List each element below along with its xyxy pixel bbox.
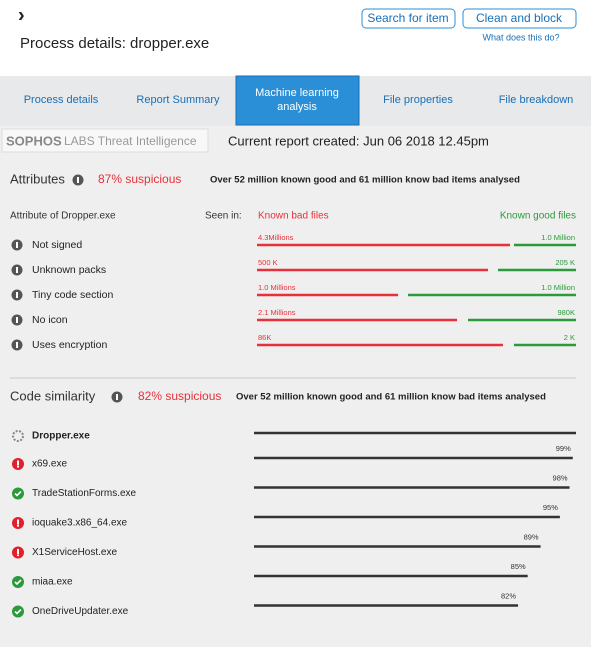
- clean-icon-check: [14, 490, 22, 497]
- info-icon-mark: [16, 267, 18, 273]
- bad-count: 4.3Millions: [258, 233, 294, 242]
- similarity-label: 95%: [543, 503, 558, 512]
- tab-label[interactable]: Report Summary: [136, 94, 220, 106]
- tab-label[interactable]: File properties: [383, 94, 453, 106]
- info-icon-mark: [16, 342, 18, 348]
- attribute-name: Unknown packs: [32, 264, 106, 276]
- good-count: 205 K: [555, 258, 575, 267]
- info-icon-mark: [16, 292, 18, 298]
- active-tab[interactable]: [235, 75, 360, 126]
- attribute-name: Uses encryption: [32, 339, 107, 351]
- item-name: X1ServiceHost.exe: [32, 547, 117, 558]
- item-name: miaa.exe: [32, 577, 73, 588]
- info-icon-mark: [16, 317, 18, 323]
- reference-name: Dropper.exe: [32, 431, 90, 442]
- malicious-icon-mark: [17, 519, 19, 525]
- attribute-name: Tiny code section: [32, 289, 113, 301]
- item-name: x69.exe: [32, 459, 67, 470]
- help-link[interactable]: What does this do?: [482, 32, 559, 42]
- good-count: 1.0 Million: [541, 283, 575, 292]
- bad-count: 2.1 Millions: [258, 308, 296, 317]
- attribute-name: Not signed: [32, 239, 82, 251]
- search-button-label[interactable]: Search for item: [367, 11, 448, 25]
- good-count: 1.0 Million: [541, 233, 575, 242]
- code-summary: Over 52 million known good and 61 millio…: [236, 392, 546, 403]
- clean-button[interactable]: [462, 8, 577, 29]
- good-count: 980K: [557, 308, 575, 317]
- attributes-suspicious: 87% suspicious: [98, 172, 181, 186]
- clean-icon-check: [14, 579, 22, 586]
- col-bad: Known bad files: [258, 211, 329, 222]
- bad-count: 86K: [258, 333, 271, 342]
- clean-icon-check: [14, 608, 22, 615]
- brand-box: [1, 128, 209, 153]
- col-seen: Seen in:: [205, 211, 242, 222]
- report-created: Current report created: Jun 06 2018 12.4…: [228, 133, 489, 148]
- info-icon-mark: [16, 242, 18, 248]
- code-title: Code similarity: [10, 388, 96, 403]
- tab-label[interactable]: Process details: [24, 94, 99, 106]
- malicious-icon-dot: [17, 554, 19, 557]
- back-arrow[interactable]: ›: [18, 4, 25, 26]
- item-name: OneDriveUpdater.exe: [32, 606, 129, 617]
- code-suspicious: 82% suspicious: [138, 389, 221, 403]
- bad-count: 1.0 Millions: [258, 283, 296, 292]
- malicious-icon-dot: [17, 525, 19, 527]
- clean-button-label[interactable]: Clean and block: [476, 11, 563, 25]
- tab-label[interactable]: Machine learning analysis: [255, 87, 339, 113]
- attributes-summary: Over 52 million known good and 61 millio…: [210, 175, 520, 186]
- attribute-name: No icon: [32, 314, 68, 326]
- similarity-label: 99%: [556, 444, 571, 453]
- malicious-icon-mark: [17, 460, 19, 466]
- malicious-icon-mark: [17, 549, 19, 554]
- item-name: TradeStationForms.exe: [32, 488, 137, 499]
- bad-count: 500 K: [258, 258, 278, 267]
- search-button[interactable]: [361, 8, 456, 29]
- malicious-icon-dot: [17, 466, 19, 468]
- tab-label[interactable]: File breakdown: [499, 94, 574, 106]
- brand: SOPHOS: [6, 133, 62, 148]
- gear-icon: [12, 430, 24, 442]
- similarity-label: 85%: [511, 562, 526, 571]
- col-good: Known good files: [500, 211, 576, 222]
- brand-sub: LABS Threat Intelligence: [64, 134, 197, 148]
- attributes-title: Attributes: [10, 171, 65, 186]
- similarity-label: 82%: [501, 591, 516, 600]
- good-count: 2 K: [564, 333, 575, 342]
- page-title: Process details: dropper.exe: [20, 35, 209, 52]
- col-attr: Attribute of Dropper.exe: [10, 211, 116, 222]
- item-name: ioquake3.x86_64.exe: [32, 518, 128, 529]
- info-icon-mark: [77, 177, 79, 183]
- similarity-label: 89%: [524, 532, 539, 541]
- info-icon-mark: [116, 394, 118, 400]
- similarity-label: 98%: [553, 473, 568, 482]
